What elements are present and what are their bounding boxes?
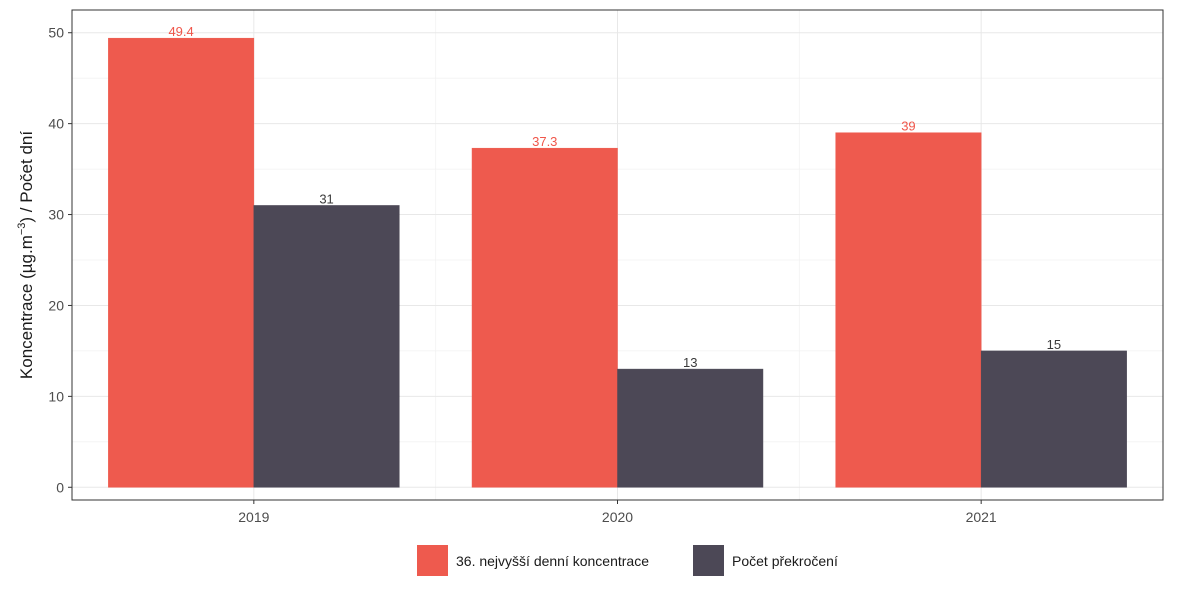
bar-concentration-2021 [835, 132, 982, 488]
x-tick-label: 2019 [238, 509, 269, 525]
y-axis-title: Koncentrace (µg.m−3) / Počet dní [16, 131, 36, 379]
x-tick-label: 2020 [602, 509, 633, 525]
legend-label-concentration: 36. nejvyšší denní koncentrace [456, 553, 649, 569]
y-axis-title-tail: ) / Počet dní [17, 131, 36, 223]
bars [108, 37, 1127, 488]
y-tick-label: 20 [48, 297, 64, 313]
bar-concentration-2019 [108, 37, 255, 488]
bar-value-label: 37.3 [532, 134, 557, 149]
x-axis: 2019 2020 2021 [238, 500, 997, 525]
bar-exceedances-2019 [253, 205, 400, 488]
bar-value-label: 15 [1047, 337, 1061, 352]
bar-exceedances-2020 [617, 368, 764, 488]
bar-value-label: 31 [319, 191, 333, 206]
bar-value-label: 49.4 [168, 24, 193, 39]
y-axis-title-main: Koncentrace (µg.m [17, 235, 36, 379]
y-tick-label: 40 [48, 116, 64, 132]
bar-exceedances-2021 [980, 350, 1127, 488]
legend-key-concentration [417, 545, 448, 576]
y-tick-label: 50 [48, 25, 64, 41]
bar-labels: 49.4 37.3 39 31 13 15 [168, 24, 1061, 370]
bar-concentration-2020 [471, 147, 618, 488]
legend-key-exceedances [693, 545, 724, 576]
bar-value-label: 39 [901, 119, 915, 134]
legend: 36. nejvyšší denní koncentrace Počet přek… [417, 545, 838, 576]
y-tick-label: 10 [48, 388, 64, 404]
legend-label-exceedances: Počet překročení [732, 553, 838, 569]
y-axis-title-exponent: −3 [16, 223, 28, 236]
y-axis: 0 10 20 30 40 50 [48, 25, 72, 495]
x-tick-label: 2021 [966, 509, 997, 525]
y-tick-label: 0 [56, 479, 64, 495]
y-tick-label: 30 [48, 207, 64, 223]
bar-value-label: 13 [683, 355, 697, 370]
